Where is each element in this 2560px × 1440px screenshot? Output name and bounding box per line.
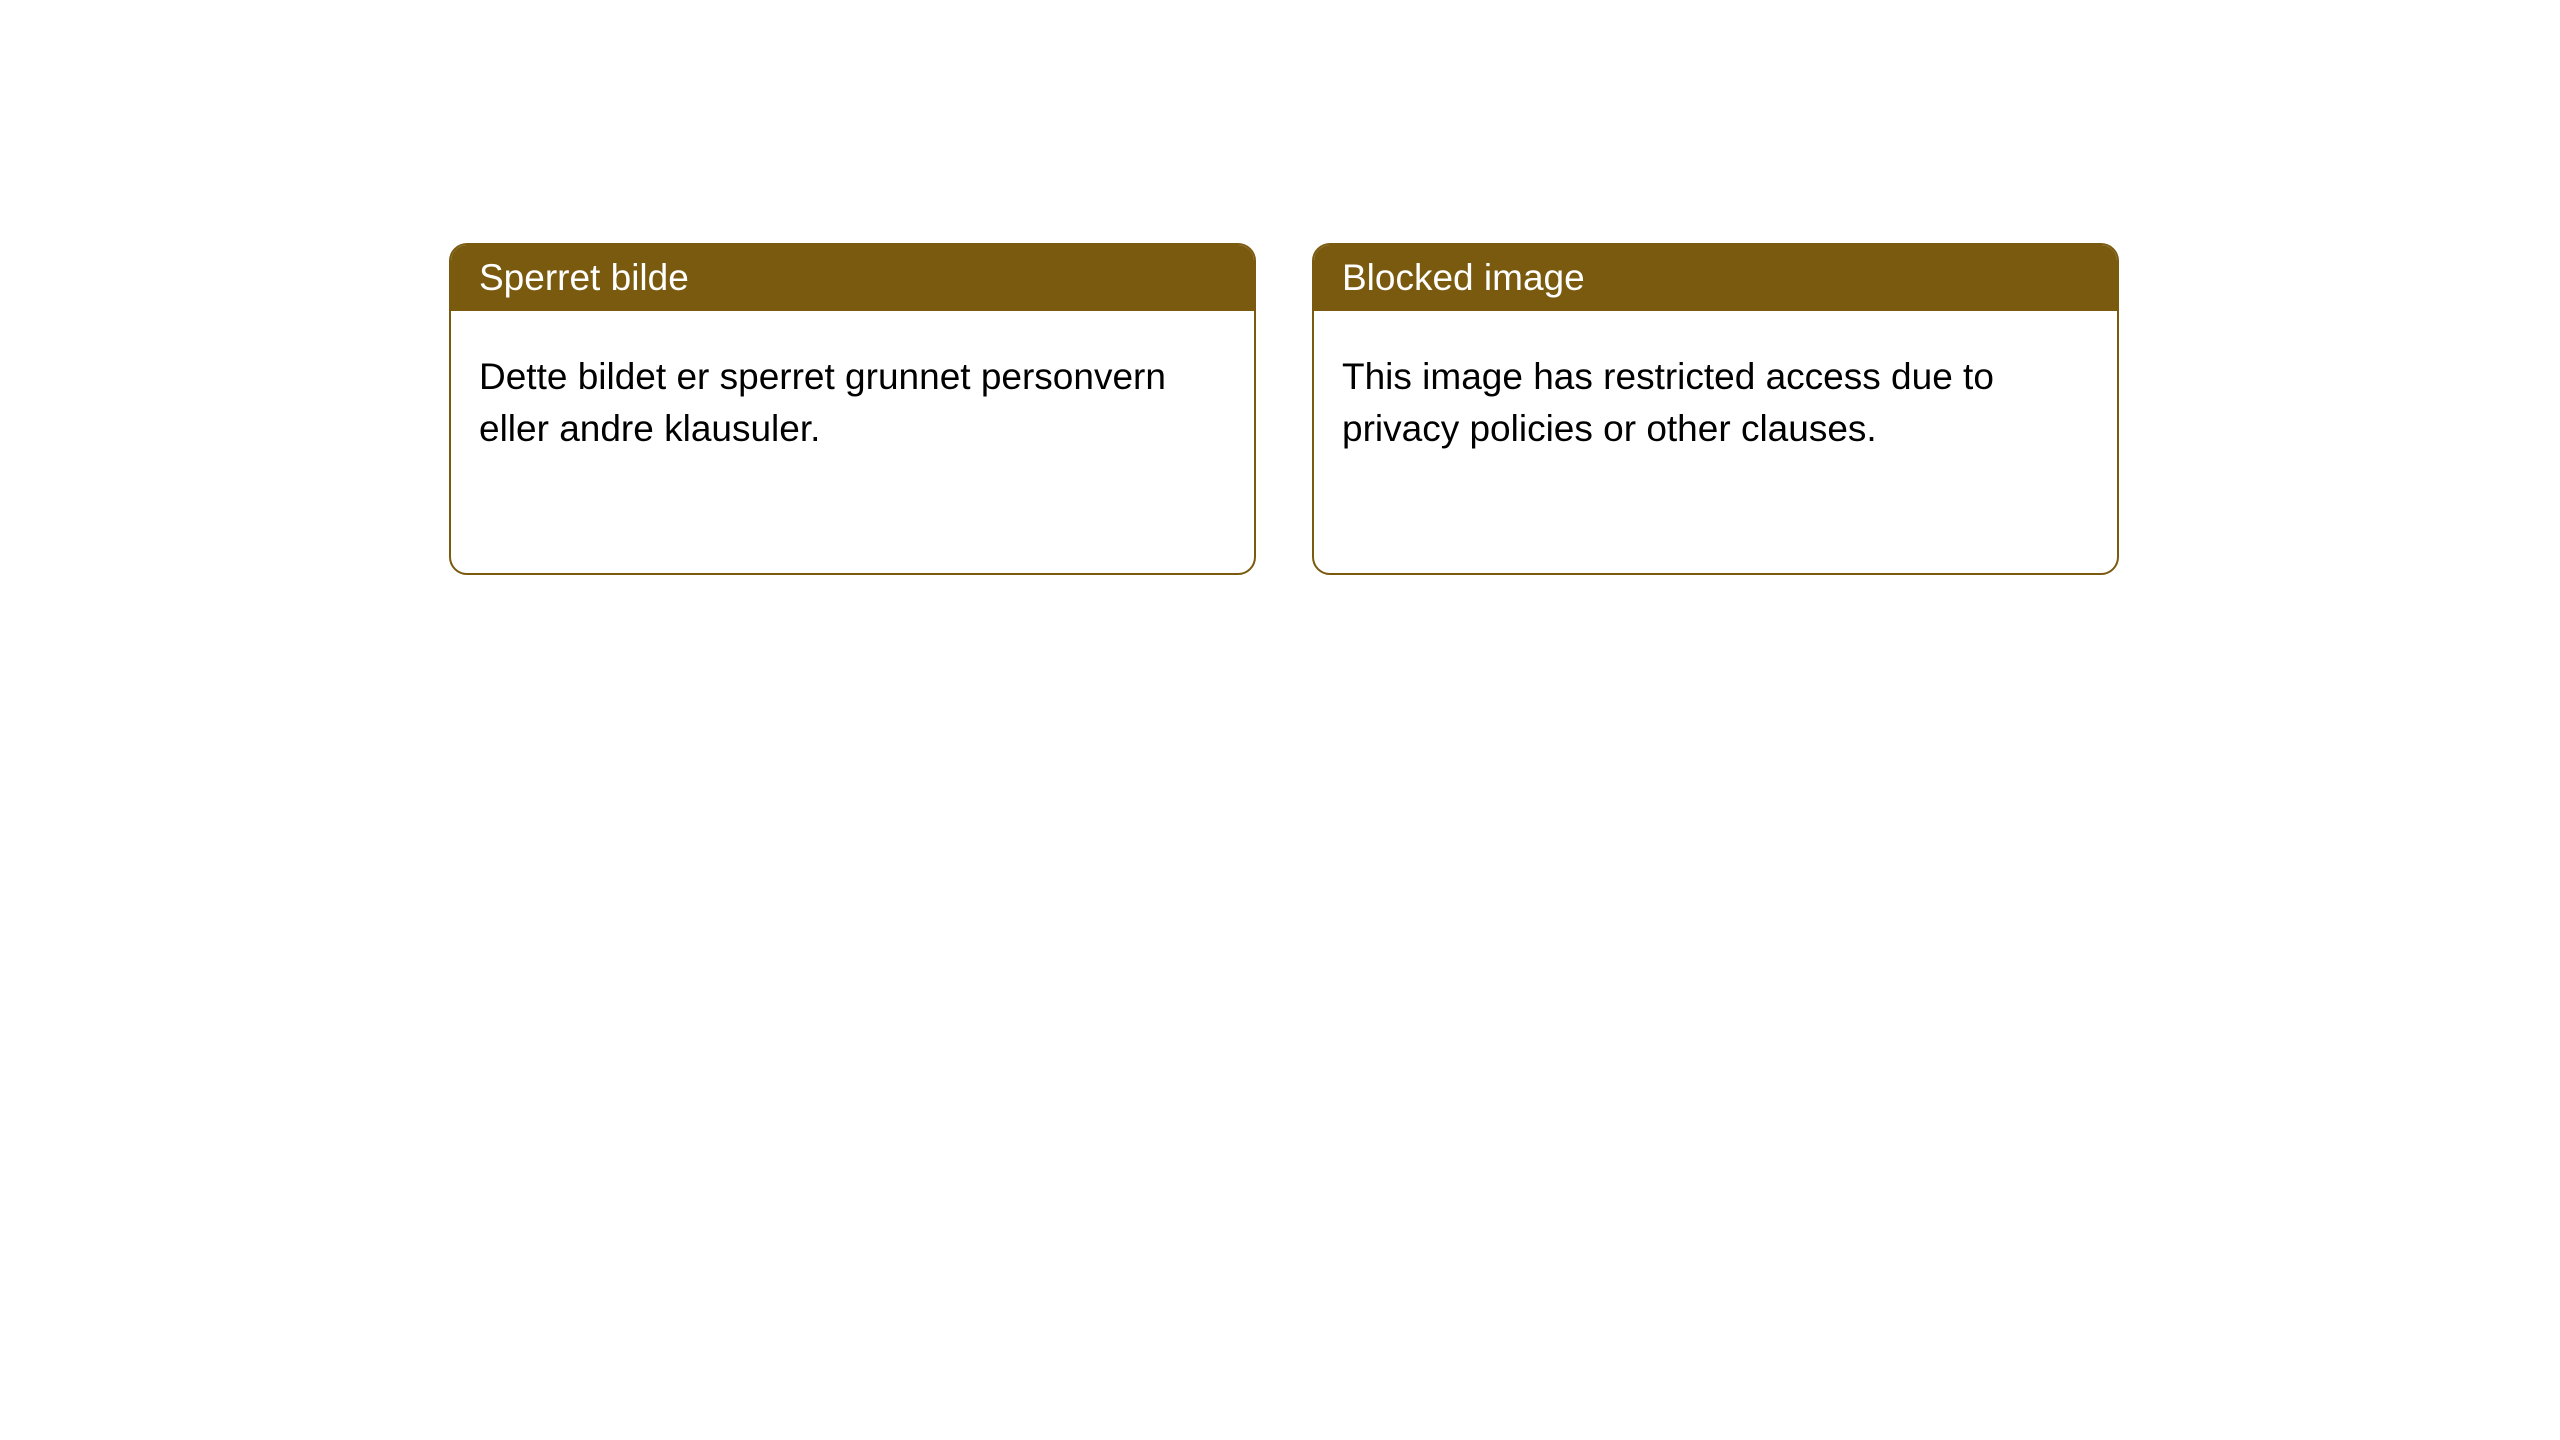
notice-box-norwegian: Sperret bilde Dette bildet er sperret gr… <box>449 243 1256 575</box>
notice-body: This image has restricted access due to … <box>1314 311 2117 483</box>
notice-container: Sperret bilde Dette bildet er sperret gr… <box>0 0 2560 575</box>
notice-body: Dette bildet er sperret grunnet personve… <box>451 311 1254 483</box>
notice-box-english: Blocked image This image has restricted … <box>1312 243 2119 575</box>
notice-title: Blocked image <box>1314 245 2117 311</box>
notice-title: Sperret bilde <box>451 245 1254 311</box>
